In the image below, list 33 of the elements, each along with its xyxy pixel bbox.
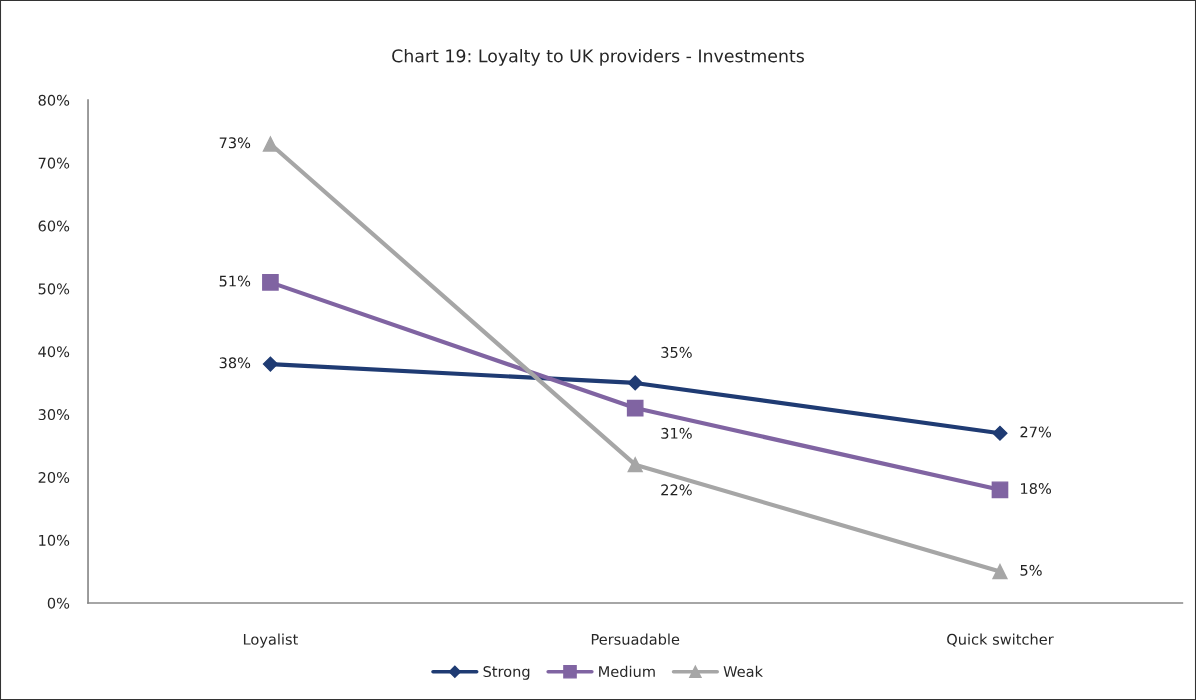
y-tick-label: 80% [38,94,70,106]
point [627,375,643,391]
x-tick-label: Persuadable [591,633,680,645]
y-tick-label: 40% [38,346,70,358]
point [992,425,1008,441]
legend-label: Weak [723,665,763,678]
y-tick-label: 10% [39,534,70,546]
data-label: 51% [219,275,251,287]
x-tick-label: Quick switcher [947,633,1054,647]
point [262,274,279,291]
data-label: 5% [1020,564,1042,576]
data-label: 73% [219,137,251,149]
data-label: 18% [1021,483,1052,495]
y-tick-label: 60% [38,220,70,232]
legend-label: Medium [599,665,655,678]
point [627,457,643,473]
data-label: 38% [219,357,251,369]
point [991,481,1009,499]
data-label: 35% [661,346,692,358]
point [626,399,644,417]
point [992,563,1008,580]
legend-label: Strong [483,666,530,680]
y-tick-label: 20% [38,471,70,483]
chart-title: Chart 19: Loyalty to UK providers - Investments [392,49,804,66]
data-label: 31% [661,427,692,439]
y-tick-label: 70% [38,157,70,169]
y-tick-label: 30% [38,409,70,421]
data-label: 27% [1020,426,1052,438]
y-tick-label: 0% [47,597,70,609]
point [262,356,278,372]
y-tick-label: 50% [38,283,70,295]
data-label: 22% [661,484,692,496]
x-tick-label: Loyalist [243,633,298,648]
